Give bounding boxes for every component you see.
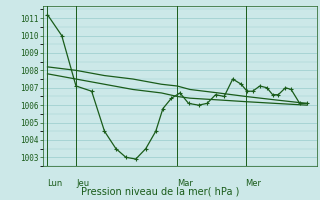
Text: Pression niveau de la mer( hPa ): Pression niveau de la mer( hPa )	[81, 186, 239, 196]
Text: Jeu: Jeu	[76, 179, 89, 188]
Text: Lun: Lun	[47, 179, 63, 188]
Text: Mar: Mar	[177, 179, 193, 188]
Text: Mer: Mer	[245, 179, 261, 188]
